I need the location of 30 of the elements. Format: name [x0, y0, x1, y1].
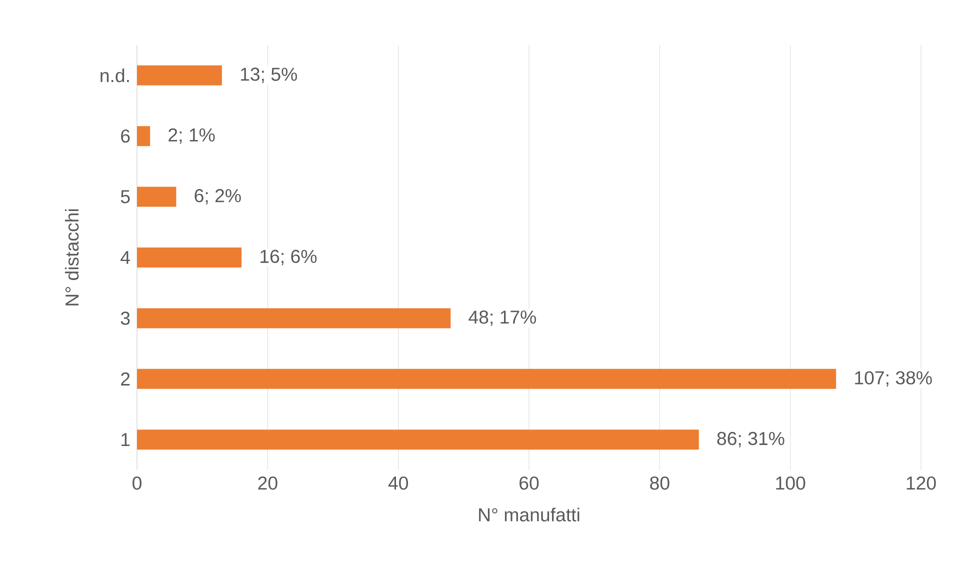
- x-tick-label: 40: [388, 476, 408, 490]
- x-tick-label: 120: [906, 476, 936, 490]
- data-label: 13; 5%: [240, 68, 297, 84]
- bar: [137, 126, 150, 146]
- y-tick-label: 3: [120, 312, 130, 325]
- x-tick-label: 100: [776, 476, 806, 490]
- x-tick-label: 80: [650, 476, 670, 490]
- data-label: 16; 6%: [260, 250, 317, 266]
- data-label: 6; 2%: [194, 189, 241, 204]
- bar: [137, 430, 699, 450]
- data-label: 48; 17%: [468, 310, 536, 326]
- bar: [137, 247, 242, 268]
- x-tick-label: 0: [132, 476, 142, 490]
- y-tick-label: 1: [122, 433, 130, 446]
- x-axis-title: N° manufatti: [479, 508, 580, 522]
- y-tick-label: 5: [120, 190, 130, 204]
- data-label: 107; 38%: [855, 371, 932, 387]
- y-axis-title: N° distacchi: [64, 209, 79, 306]
- bar: [137, 186, 176, 207]
- bar: [137, 308, 451, 328]
- x-tick-label: 20: [258, 476, 278, 490]
- y-tick-label: 4: [120, 251, 130, 264]
- y-tick-label: n.d.: [100, 68, 129, 82]
- y-tick-label: 6: [121, 129, 130, 143]
- data-label: 2; 1%: [168, 128, 215, 144]
- data-label: 86; 31%: [717, 432, 784, 448]
- x-tick-label: 60: [520, 476, 539, 490]
- bar: [137, 368, 836, 389]
- y-tick-label: 2: [121, 372, 130, 386]
- bar: [137, 65, 222, 86]
